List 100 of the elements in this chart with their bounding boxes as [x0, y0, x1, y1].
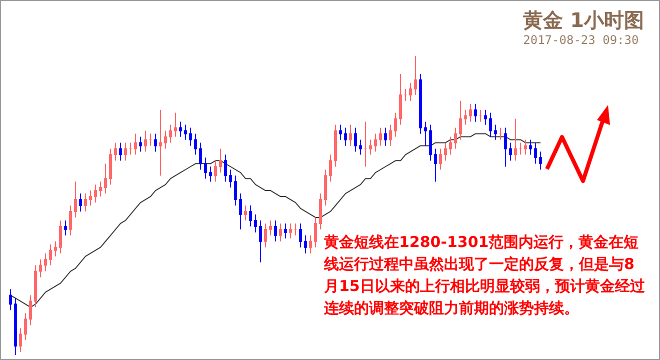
candlestick — [344, 127, 347, 146]
candlestick — [9, 288, 12, 311]
candlestick — [49, 244, 52, 266]
candlestick — [484, 109, 487, 126]
candlestick — [209, 166, 212, 182]
candlestick — [389, 124, 392, 146]
candlestick — [59, 220, 62, 254]
candlestick — [39, 258, 42, 278]
candlestick — [239, 193, 242, 230]
candlestick — [374, 133, 377, 152]
text: 2017-08-23 09:30 — [523, 33, 639, 47]
candlestick — [399, 73, 402, 126]
candlestick — [24, 312, 27, 341]
candlestick — [464, 109, 467, 126]
candlestick — [54, 240, 57, 257]
candlestick — [479, 109, 482, 122]
candlestick — [264, 222, 267, 248]
candlestick — [354, 127, 357, 152]
candlestick — [179, 121, 182, 138]
candlestick — [519, 142, 522, 156]
candlestick — [304, 234, 307, 254]
candlestick — [279, 222, 282, 242]
candlestick — [189, 127, 192, 146]
candlestick — [44, 252, 47, 272]
candlestick — [149, 133, 152, 146]
annotation: 黄金短线在1280-1301范围内运行，黄金在短线运行过程中虽然出现了一定的反复，但是与8月15日以来的上行相比明显较弱，预计黄金经过连续的调整突破阻力前期的涨势持续。 — [324, 232, 646, 319]
candlestick — [99, 181, 102, 198]
candlestick — [429, 124, 432, 162]
candlestick — [19, 328, 22, 353]
candlestick — [94, 184, 97, 204]
candlestick — [249, 205, 252, 227]
candlestick — [369, 139, 372, 156]
candlestick — [384, 127, 387, 146]
candlestick — [154, 133, 157, 152]
candlestick — [419, 73, 422, 134]
candlestick — [534, 142, 537, 164]
candlestick — [404, 88, 407, 102]
candlestick — [449, 136, 452, 156]
candlestick — [79, 193, 82, 212]
candlestick — [349, 124, 352, 146]
candlestick — [509, 142, 512, 162]
candlestick — [159, 109, 162, 176]
candlestick — [129, 142, 132, 156]
candlestick — [494, 124, 497, 140]
candlestick — [444, 142, 447, 162]
candlestick — [144, 130, 147, 152]
candlestick — [214, 160, 217, 182]
candlestick — [294, 222, 297, 236]
candlestick — [299, 222, 302, 248]
candlestick — [124, 142, 127, 162]
candlestick — [64, 220, 67, 236]
candlestick — [334, 124, 337, 168]
candlestick — [529, 139, 532, 156]
candlestick — [454, 127, 457, 150]
candlestick — [414, 56, 417, 96]
candlestick — [359, 139, 362, 156]
candlestick — [184, 124, 187, 140]
candlestick — [109, 148, 112, 186]
candlestick — [474, 103, 477, 122]
candlestick — [219, 148, 222, 174]
candlestick — [34, 264, 37, 308]
candlestick — [339, 124, 342, 140]
candlestick — [199, 142, 202, 170]
candlestick — [69, 205, 72, 236]
candlestick — [169, 124, 172, 144]
candlestick — [29, 294, 32, 326]
candlestick — [309, 234, 312, 254]
candlestick — [139, 136, 142, 152]
candlestick — [204, 157, 207, 180]
candlestick — [174, 112, 177, 138]
candlestick — [224, 154, 227, 182]
candlestick — [314, 216, 317, 248]
candlestick — [164, 130, 167, 150]
candlestick — [284, 222, 287, 239]
candlestick — [319, 193, 322, 230]
candlestick — [504, 127, 507, 168]
candlestick — [259, 220, 262, 263]
candlestick — [274, 220, 277, 242]
candlestick — [409, 82, 412, 102]
candlestick — [489, 112, 492, 138]
candlestick — [244, 205, 247, 221]
candlestick — [394, 112, 397, 138]
text: 黄金 1小时图 — [522, 8, 644, 32]
candlestick — [229, 169, 232, 188]
candlestick — [194, 133, 197, 156]
candlestick — [254, 214, 257, 233]
candlestick — [119, 142, 122, 162]
candlestick — [524, 139, 527, 156]
candlestick — [269, 220, 272, 236]
candlestick — [324, 169, 327, 206]
candlestick — [439, 148, 442, 170]
candlestick — [459, 100, 462, 140]
candlestick — [134, 133, 137, 156]
candlestick — [114, 142, 117, 162]
candlestick — [469, 103, 472, 122]
candlestick — [379, 127, 382, 146]
candlestick — [104, 163, 107, 194]
candlestick — [84, 193, 87, 212]
candlestick — [89, 190, 92, 206]
candlestick — [499, 127, 502, 140]
